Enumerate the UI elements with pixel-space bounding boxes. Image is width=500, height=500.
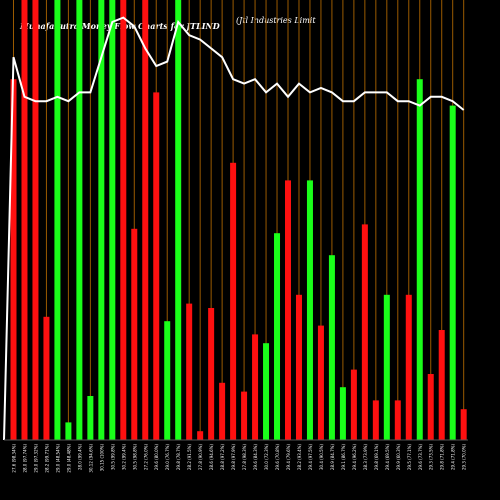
money-flow-bar <box>153 92 160 441</box>
money-flow-bar <box>350 369 357 440</box>
x-tick-label: 30.5 (99.8%) <box>110 444 115 470</box>
money-flow-bar <box>175 0 182 440</box>
x-tick-label: 29.6 (73.7%) <box>418 444 423 470</box>
chart-subtitle: (Jtl Industries Limit <box>236 16 316 25</box>
money-flow-bar <box>416 79 423 440</box>
money-flow-bar <box>142 0 149 440</box>
x-tick-label: 30.5 (98.8%) <box>132 444 137 470</box>
x-tick-label: 29.0 (76.7%) <box>165 444 170 470</box>
x-tick-label: 30.15 (100%) <box>99 444 104 472</box>
x-tick-label: 29.0 (48.48%) <box>66 444 71 473</box>
money-flow-bars <box>10 0 467 441</box>
x-tick-label: 29.0 (48.54%) <box>55 444 60 473</box>
money-flow-bar <box>285 180 291 440</box>
money-flow-bar <box>76 0 83 440</box>
money-flow-bar <box>109 0 116 440</box>
x-tick-label: 27.2 (76.0%) <box>143 444 148 470</box>
x-tick-label: 29.6 (70.8%) <box>275 444 280 470</box>
money-flow-bar <box>65 422 72 440</box>
x-tick-label: 27.8 (98.3%) <box>242 444 247 470</box>
money-flow-bar <box>405 294 412 440</box>
x-tick-label: 29.4 (96.2%) <box>352 444 357 470</box>
x-tick-label: 30.4 (90.5%) <box>319 444 324 470</box>
x-tick-label: 30.12 (94.6%) <box>88 444 93 473</box>
money-flow-bar <box>241 391 248 440</box>
money-flow-bar <box>131 228 138 440</box>
money-flow-bar <box>328 255 335 440</box>
x-tick-label: 29.3 (70.0%) <box>462 444 467 470</box>
money-flow-bar <box>339 387 346 440</box>
x-tick-label: 29.9 (60.3%) <box>396 444 401 470</box>
money-flow-bar <box>21 0 28 440</box>
money-flow-bar <box>306 180 313 440</box>
x-tick-label: 30.0 (72.3%) <box>264 444 269 470</box>
x-tick-label: 29.4 (71.8%) <box>451 444 456 470</box>
money-flow-bar <box>219 382 226 440</box>
x-tick-label: 29.6 (84.3%) <box>253 444 258 470</box>
money-flow-bar <box>383 294 390 440</box>
x-axis-labels: 27.6 (98.34%) 28.0 (97.74%) 29.0 (97.32%) 2… <box>12 444 467 473</box>
x-tick-label: 29.3 (73.5%) <box>429 444 434 470</box>
x-tick-label: 28.0 (97.74%) <box>22 444 27 473</box>
money-flow-bar <box>32 0 39 440</box>
x-tick-label: 30.2 (99.4%) <box>121 444 126 470</box>
x-tick-label: 29.4 (69.5%) <box>385 444 390 470</box>
x-tick-label: 28.2 (99.71%) <box>44 444 49 473</box>
x-tick-label: 28.2 (93.4%) <box>297 444 302 470</box>
x-tick-label: 28.8 (97.2%) <box>220 444 225 470</box>
money-flow-bar <box>186 303 193 440</box>
x-tick-label: 29.4 (97.5%) <box>308 444 313 470</box>
x-tick-label: 29.8 (78.7%) <box>176 444 181 470</box>
money-flow-bar <box>427 374 434 440</box>
money-flow-bar <box>394 400 401 440</box>
money-flow-bar <box>98 0 105 440</box>
x-tick-label: 27.6 (98.34%) <box>12 444 17 473</box>
x-tick-label: 29.8 (97.9%) <box>231 444 236 470</box>
money-flow-bar <box>87 396 94 440</box>
money-flow-bar <box>317 325 324 440</box>
x-tick-label: 29.5 (77.1%) <box>407 444 412 470</box>
x-tick-label: 28.3 (73.9%) <box>363 444 368 470</box>
money-flow-bar <box>120 0 127 440</box>
money-flow-bar <box>54 0 61 440</box>
x-tick-label: 29.8 (71.8%) <box>440 444 445 470</box>
x-tick-label: 29.0 (97.32%) <box>33 444 38 473</box>
x-tick-label: 28.6 (94.6%) <box>209 444 214 470</box>
money-flow-bar <box>460 409 467 440</box>
money-flow-bar <box>252 334 259 440</box>
trend-line <box>3 16 465 441</box>
money-flow-bar <box>197 431 204 440</box>
x-tick-label: 28.0 (99.4%) <box>77 444 82 470</box>
x-tick-label: 29.6 (80.0%) <box>154 444 159 470</box>
x-tick-label: 28.2 (91.5%) <box>187 444 192 470</box>
money-flow-bar <box>164 321 171 440</box>
x-tick-label: 29.1 (86.7%) <box>341 444 346 470</box>
money-flow-bar <box>10 79 17 440</box>
money-flow-bar <box>361 224 368 440</box>
money-flow-bar <box>372 400 379 440</box>
chart-title: MunafaSutra Money Flow Charts for JTLIND <box>20 21 220 32</box>
money-flow-bar <box>43 316 50 440</box>
x-tick-label: 27.8 (90.9%) <box>198 444 203 470</box>
money-flow-bar <box>208 308 215 440</box>
money-flow-bar <box>449 105 456 440</box>
money-flow-bar <box>274 233 281 440</box>
x-tick-label: 29.8 (69.1%) <box>374 444 379 470</box>
money-flow-bar <box>438 330 445 440</box>
money-flow-bar <box>230 162 237 441</box>
money-flow-bar <box>295 294 302 440</box>
x-tick-label: 28.9 (84.7%) <box>330 444 335 470</box>
x-tick-label: 29.4 (79.6%) <box>286 444 291 470</box>
money-flow-bar <box>263 343 270 440</box>
